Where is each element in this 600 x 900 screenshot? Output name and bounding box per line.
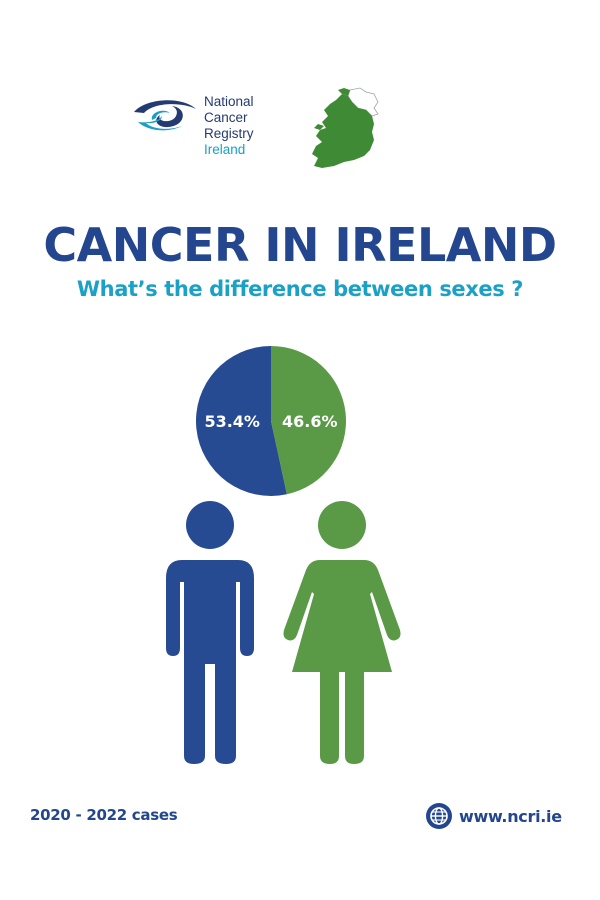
logo-line-registry: Registry <box>204 126 254 141</box>
eye-swirl-logo-icon <box>134 100 196 131</box>
website-url[interactable]: www.ncri.ie <box>459 806 562 826</box>
globe-icon <box>426 803 452 829</box>
pie-label-1: 53.4% <box>204 412 260 431</box>
ncri-logo: National Cancer Registry Ireland <box>132 94 264 166</box>
logo-line-national: National <box>204 94 254 109</box>
page-title: CANCER IN IRELAND <box>43 218 557 272</box>
ireland-map-icon <box>312 87 379 168</box>
pie-slice-2 <box>271 346 347 495</box>
page-subtitle: What’s the difference between sexes ? <box>76 277 524 301</box>
pie-label-2: 46.6% <box>282 412 338 431</box>
period-label: 2020 - 2022 cases <box>30 806 178 824</box>
website-link[interactable]: www.ncri.ie <box>426 802 562 830</box>
logo-line-cancer: Cancer <box>204 110 248 125</box>
male-figure-icon <box>166 501 254 764</box>
logo-line-ireland: Ireland <box>204 142 246 157</box>
female-figure-icon <box>283 501 401 764</box>
pie-slice-1 <box>196 346 287 496</box>
logo-text: National Cancer Registry Ireland <box>204 94 254 158</box>
